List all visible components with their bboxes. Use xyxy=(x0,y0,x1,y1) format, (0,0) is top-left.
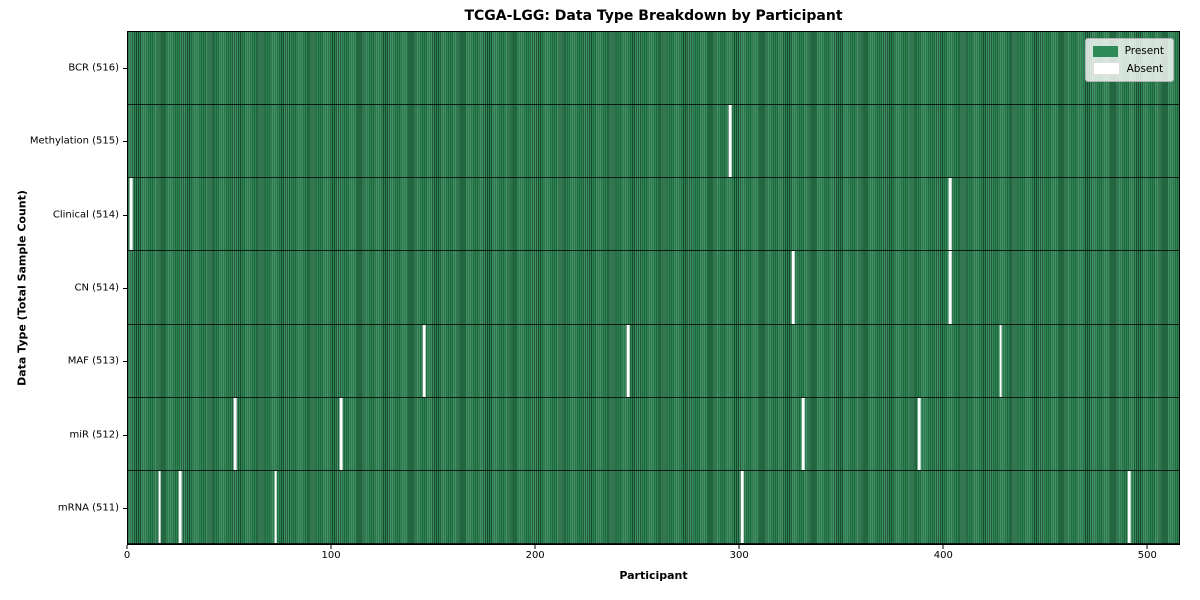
x-tick-mark xyxy=(330,545,332,549)
legend-label: Present xyxy=(1124,45,1164,57)
row-band-methylation xyxy=(128,105,1179,179)
y-tick-mark xyxy=(123,288,127,289)
absent-marker xyxy=(948,251,952,324)
legend-swatch-icon xyxy=(1092,45,1118,57)
absent-marker xyxy=(233,397,237,470)
absent-marker xyxy=(274,470,277,543)
absent-marker xyxy=(801,397,805,470)
absent-marker xyxy=(178,470,182,543)
x-axis-label: Participant xyxy=(619,569,688,582)
x-tick-mark xyxy=(738,545,740,549)
x-tick-mark xyxy=(126,545,128,549)
absent-marker xyxy=(948,178,952,251)
absent-marker xyxy=(999,324,1003,397)
absent-marker xyxy=(129,178,133,251)
absent-marker xyxy=(626,324,630,397)
legend-label: Absent xyxy=(1126,62,1164,75)
y-tick-label: miR (512) xyxy=(69,429,119,441)
x-tick-mark xyxy=(1146,545,1148,549)
y-tick-label: BCR (516) xyxy=(68,62,119,74)
absent-marker xyxy=(423,324,426,397)
legend-entry-absent: Absent xyxy=(1092,62,1164,75)
row-band-bcr xyxy=(128,32,1179,106)
y-tick-mark xyxy=(123,141,127,143)
y-tick-label: MAF (513) xyxy=(67,355,119,367)
x-tick-mark xyxy=(534,545,536,549)
y-tick-label: Methylation (515) xyxy=(29,135,119,147)
y-tick-mark xyxy=(123,508,127,510)
y-tick-mark xyxy=(123,361,127,363)
legend-swatch-icon xyxy=(1092,62,1120,75)
row-band-mir xyxy=(128,397,1179,471)
absent-marker xyxy=(791,251,795,324)
y-tick-label: Clinical (514) xyxy=(52,209,119,221)
x-tick-mark xyxy=(942,545,944,549)
x-tick-label: 100 xyxy=(321,550,341,561)
absent-marker xyxy=(339,397,343,470)
x-tick-label: 200 xyxy=(525,550,545,561)
y-tick-mark xyxy=(123,214,127,216)
y-tick-mark xyxy=(123,434,127,436)
row-band-mrna xyxy=(128,470,1179,544)
absent-marker xyxy=(728,105,732,178)
x-tick-label: 400 xyxy=(933,550,953,561)
absent-marker xyxy=(1127,470,1131,543)
plot-area: Present Absent xyxy=(127,31,1180,545)
absent-marker xyxy=(917,397,921,470)
y-tick-label: CN (514) xyxy=(74,282,119,294)
absent-marker xyxy=(158,470,161,543)
row-band-maf xyxy=(128,324,1179,398)
x-tick-label: 500 xyxy=(1137,550,1157,561)
legend: Present Absent xyxy=(1084,38,1174,82)
absent-marker xyxy=(740,470,744,543)
row-band-clinical xyxy=(128,178,1179,252)
x-tick-label: 300 xyxy=(729,550,749,561)
chart-title: TCGA-LGG: Data Type Breakdown by Partici… xyxy=(464,8,843,24)
y-tick-mark xyxy=(123,67,127,69)
row-band-cn xyxy=(128,251,1179,325)
legend-entry-present: Present xyxy=(1092,45,1164,57)
x-tick-label: 0 xyxy=(123,550,131,561)
y-tick-label: mRNA (511) xyxy=(57,502,119,514)
